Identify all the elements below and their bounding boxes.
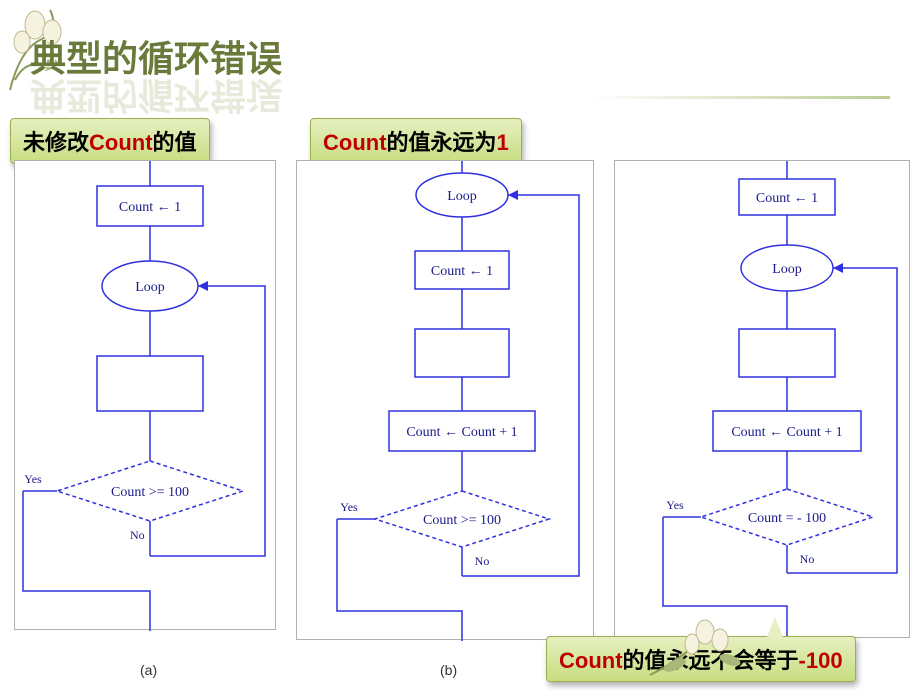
panel-b-label: (b) — [440, 662, 457, 678]
slide-title-reflection: 典型的循环错误 — [30, 72, 282, 124]
svg-text:Loop: Loop — [772, 262, 802, 277]
svg-text:No: No — [800, 552, 815, 566]
svg-text:Count ← Count + 1: Count ← Count + 1 — [406, 425, 517, 440]
svg-text:Loop: Loop — [135, 280, 165, 295]
svg-text:Yes: Yes — [24, 472, 42, 486]
separator-line — [590, 96, 890, 99]
svg-text:No: No — [475, 554, 490, 568]
svg-text:Count >= 100: Count >= 100 — [111, 485, 189, 500]
svg-text:Count = - 100: Count = - 100 — [748, 511, 826, 526]
svg-text:Count ← Count + 1: Count ← Count + 1 — [731, 425, 842, 440]
flowchart-panel-c: Count ← 1 Loop Count ← Count + 1 Count =… — [614, 160, 910, 638]
svg-text:Count >= 100: Count >= 100 — [423, 513, 501, 528]
callout-not-modified: 未修改Count的值 — [10, 118, 210, 164]
callout1-prefix: 未修改 — [23, 130, 89, 155]
flowchart-panel-a: Count ← 1 Loop Count >= 100 Yes No — [14, 160, 276, 630]
callout2-red1: Count — [323, 130, 387, 155]
callout3-red2: -100 — [799, 648, 843, 673]
callout3-mid: 的值永远不会等于 — [623, 648, 799, 673]
svg-text:Count ← 1: Count ← 1 — [431, 264, 493, 279]
callout1-suffix: 的值 — [153, 130, 197, 155]
panel-a-label: (a) — [140, 662, 157, 678]
callout3-tail — [767, 617, 783, 637]
callout1-red: Count — [89, 130, 153, 155]
flowchart-panel-b: Loop Count ← 1 Count ← Count + 1 Count >… — [296, 160, 594, 640]
callout2-mid: 的值永远为 — [387, 130, 497, 155]
callout-never-neg100: Count的值永远不会等于-100 — [546, 636, 856, 682]
svg-text:Yes: Yes — [666, 498, 684, 512]
svg-text:Count ← 1: Count ← 1 — [119, 200, 181, 215]
callout-always-one: Count的值永远为1 — [310, 118, 522, 164]
callout3-red1: Count — [559, 648, 623, 673]
svg-text:No: No — [130, 528, 145, 542]
callout2-red2: 1 — [497, 130, 509, 155]
svg-text:Count ← 1: Count ← 1 — [756, 191, 818, 206]
svg-text:Yes: Yes — [340, 500, 358, 514]
title-area: 典型的循环错误 典型的循环错误 — [30, 30, 282, 124]
svg-text:Loop: Loop — [447, 189, 477, 204]
